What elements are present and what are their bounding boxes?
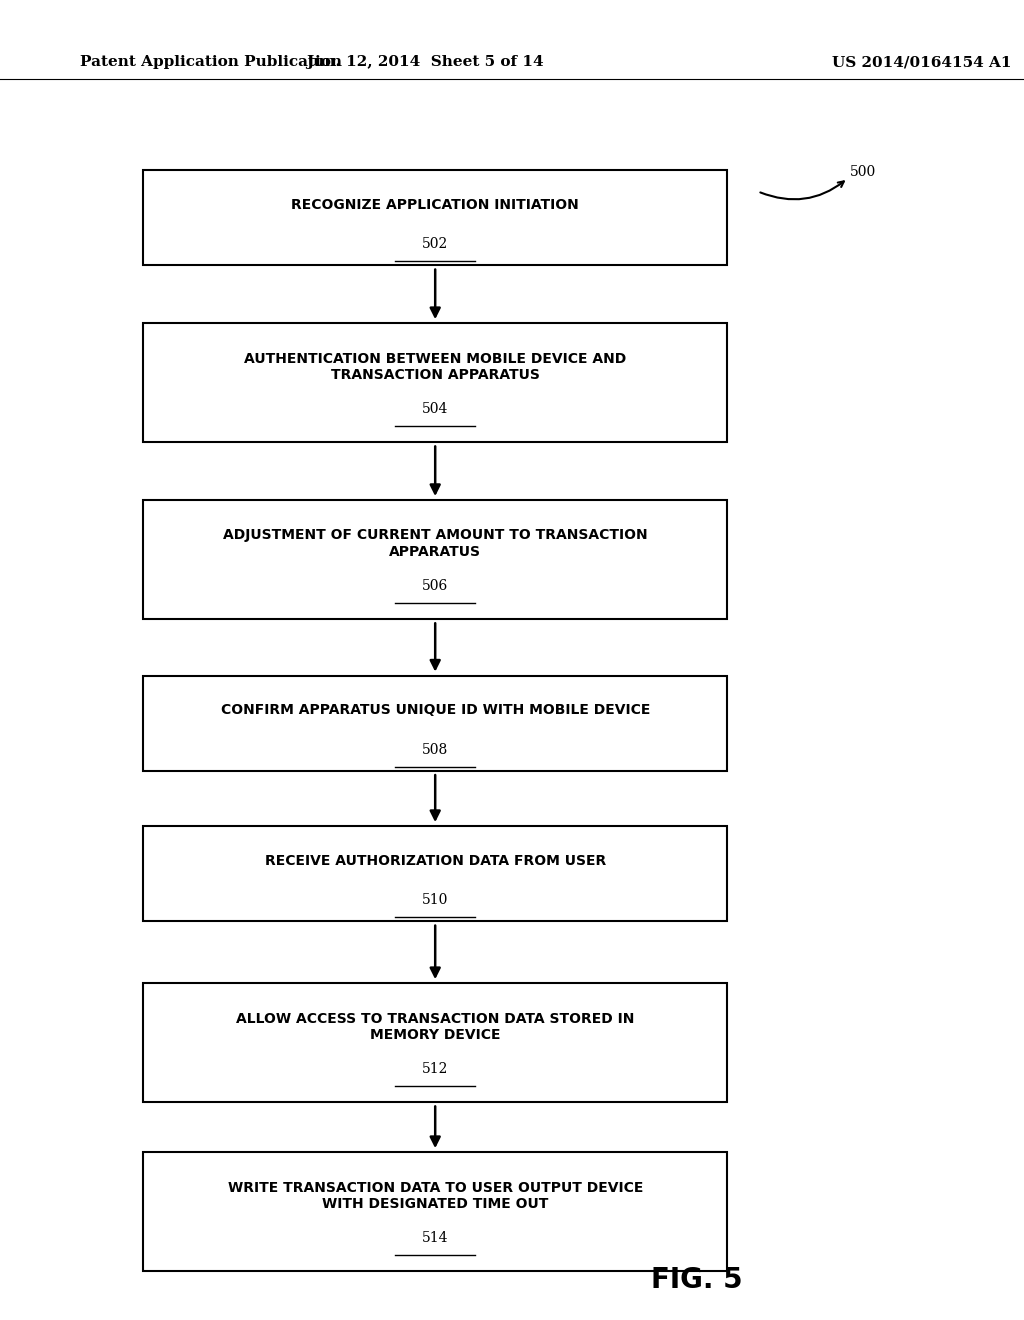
Bar bbox=[143, 323, 727, 442]
Bar bbox=[143, 170, 727, 265]
Text: 506: 506 bbox=[422, 579, 449, 593]
Text: Jun. 12, 2014  Sheet 5 of 14: Jun. 12, 2014 Sheet 5 of 14 bbox=[306, 55, 544, 69]
Text: ADJUSTMENT OF CURRENT AMOUNT TO TRANSACTION
APPARATUS: ADJUSTMENT OF CURRENT AMOUNT TO TRANSACT… bbox=[223, 528, 647, 560]
Text: US 2014/0164154 A1: US 2014/0164154 A1 bbox=[831, 55, 1012, 69]
Text: Patent Application Publication: Patent Application Publication bbox=[80, 55, 342, 69]
Text: 514: 514 bbox=[422, 1232, 449, 1245]
Text: AUTHENTICATION BETWEEN MOBILE DEVICE AND
TRANSACTION APPARATUS: AUTHENTICATION BETWEEN MOBILE DEVICE AND… bbox=[244, 351, 627, 383]
Text: 502: 502 bbox=[422, 238, 449, 251]
Text: 504: 504 bbox=[422, 403, 449, 416]
Text: RECEIVE AUTHORIZATION DATA FROM USER: RECEIVE AUTHORIZATION DATA FROM USER bbox=[264, 854, 606, 867]
Text: ALLOW ACCESS TO TRANSACTION DATA STORED IN
MEMORY DEVICE: ALLOW ACCESS TO TRANSACTION DATA STORED … bbox=[236, 1011, 635, 1043]
Bar bbox=[143, 1152, 727, 1271]
Text: RECOGNIZE APPLICATION INITIATION: RECOGNIZE APPLICATION INITIATION bbox=[291, 198, 580, 211]
Text: 508: 508 bbox=[422, 743, 449, 756]
Text: WRITE TRANSACTION DATA TO USER OUTPUT DEVICE
WITH DESIGNATED TIME OUT: WRITE TRANSACTION DATA TO USER OUTPUT DE… bbox=[227, 1180, 643, 1212]
Bar bbox=[143, 676, 727, 771]
Text: 510: 510 bbox=[422, 894, 449, 907]
Text: CONFIRM APPARATUS UNIQUE ID WITH MOBILE DEVICE: CONFIRM APPARATUS UNIQUE ID WITH MOBILE … bbox=[220, 704, 650, 717]
Bar bbox=[143, 826, 727, 921]
Text: 500: 500 bbox=[850, 165, 877, 178]
Text: 512: 512 bbox=[422, 1063, 449, 1076]
Bar bbox=[143, 500, 727, 619]
Text: FIG. 5: FIG. 5 bbox=[650, 1266, 742, 1295]
Bar bbox=[143, 983, 727, 1102]
